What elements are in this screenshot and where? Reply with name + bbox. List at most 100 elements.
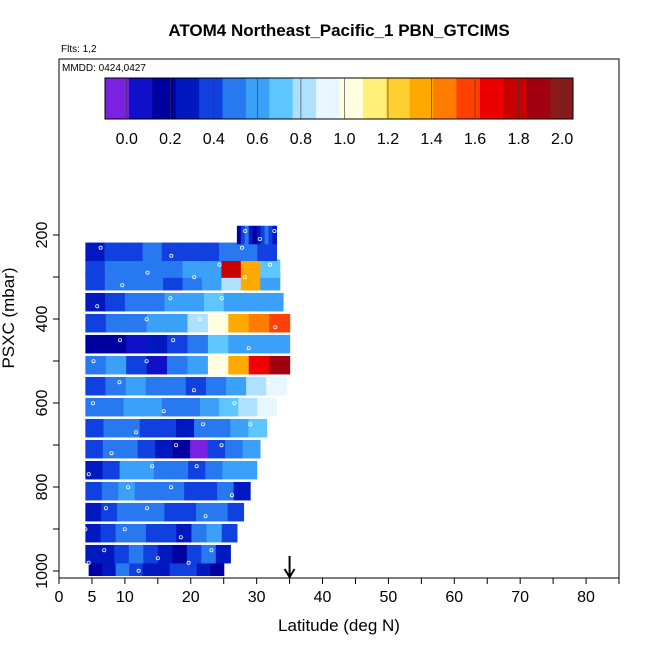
heatmap-cell xyxy=(227,502,245,522)
heatmap-cell xyxy=(185,376,207,396)
heatmap-cell xyxy=(246,376,267,396)
dates-note: MMDD: 0424,0427 xyxy=(62,63,146,74)
heatmap-cell xyxy=(257,242,278,262)
heatmap-cell xyxy=(176,523,193,543)
heatmap-cell xyxy=(248,313,270,333)
sample-marker xyxy=(266,380,271,385)
heatmap-cell xyxy=(260,225,266,245)
heatmap-cell xyxy=(167,313,189,333)
x-axis: 0 5 10 20 30 40 50 60 70 80 xyxy=(55,577,620,606)
heatmap-cell xyxy=(244,225,250,245)
sample-marker xyxy=(109,451,114,456)
sample-marker xyxy=(242,275,247,280)
heatmap-cell xyxy=(144,292,166,312)
sample-marker xyxy=(145,506,150,511)
y-tick-label: 200 xyxy=(34,222,51,249)
heatmap-cell xyxy=(164,502,181,522)
colorbar-tick-label: 1.0 xyxy=(333,131,355,148)
colorbar-tick-label: 0.8 xyxy=(290,131,312,148)
heatmap-cell xyxy=(104,242,125,262)
sample-marker xyxy=(144,317,149,322)
heatmap-cell xyxy=(219,242,239,262)
heatmap-cell xyxy=(137,439,156,459)
colorbar-tick-label: 0.6 xyxy=(246,131,268,148)
y-tick-label: 400 xyxy=(34,306,51,333)
sample-marker xyxy=(144,359,149,364)
heatmap-cell xyxy=(85,334,107,354)
colorbar-swatch xyxy=(432,78,457,119)
sample-marker xyxy=(136,568,141,573)
heatmap-cell xyxy=(153,460,172,480)
heatmap-cell xyxy=(134,481,152,501)
heatmap-cell xyxy=(167,334,189,354)
heatmap-cell xyxy=(199,242,220,262)
heatmap-cell xyxy=(188,460,206,480)
heatmap-cell xyxy=(252,225,258,245)
heatmap-cell xyxy=(248,225,254,245)
heatmap-cell xyxy=(105,355,127,375)
colorbar-swatch xyxy=(385,78,410,119)
heatmap-cell xyxy=(128,544,144,564)
heatmap-cell xyxy=(187,334,209,354)
heatmap-cell xyxy=(85,313,107,333)
heatmap-cell xyxy=(125,376,147,396)
heatmap-cell xyxy=(205,460,223,480)
y-tick-label: 800 xyxy=(34,474,51,501)
sample-marker xyxy=(186,560,191,565)
heatmap-cell xyxy=(191,523,208,543)
sample-marker xyxy=(197,317,202,322)
heatmap-cell xyxy=(180,502,197,522)
heatmap-cell xyxy=(201,544,217,564)
heatmap-cell xyxy=(180,242,201,262)
heatmap-cell xyxy=(123,242,144,262)
y-axis-label: PSXC (mbar) xyxy=(0,267,18,368)
colorbar-swatch xyxy=(362,78,387,119)
heatmap-cell xyxy=(211,502,229,522)
colorbar-tick-label: 1.4 xyxy=(420,131,442,148)
heatmap-cell xyxy=(272,225,278,245)
heatmap-cell xyxy=(257,397,278,417)
sample-marker xyxy=(273,325,278,330)
heatmap-cell xyxy=(157,418,177,438)
colorbar-swatch xyxy=(502,78,527,119)
heatmap-cell xyxy=(165,376,187,396)
colorbar-swatch xyxy=(268,78,293,119)
heatmap-cell xyxy=(85,502,102,522)
heatmap-cell xyxy=(225,439,244,459)
heatmap-cell xyxy=(155,439,174,459)
heatmap-cell xyxy=(124,259,145,278)
sample-marker xyxy=(201,422,206,427)
heatmap-cell xyxy=(243,292,264,312)
y-tick-label: 600 xyxy=(34,390,51,417)
colorbar-swatch xyxy=(151,78,176,119)
heatmap-cell xyxy=(119,460,138,480)
heatmap-cell xyxy=(145,376,167,396)
heatmap-cell xyxy=(238,242,258,262)
heatmap-cell xyxy=(161,523,177,543)
heatmap-cell xyxy=(207,439,226,459)
sample-marker xyxy=(90,401,95,406)
sample-marker xyxy=(155,556,160,561)
heatmap-cell xyxy=(85,242,106,262)
heatmap-cell xyxy=(114,544,130,564)
heatmap-cell xyxy=(102,460,121,480)
colorbar-swatch xyxy=(409,78,434,119)
sample-marker xyxy=(194,464,199,469)
heatmap-cell xyxy=(207,334,229,354)
heatmap-cell xyxy=(268,225,274,245)
heatmap-cell xyxy=(85,355,107,375)
colorbar-swatch xyxy=(198,78,223,119)
colorbar-frame xyxy=(104,77,574,120)
heatmap-cell xyxy=(151,481,169,501)
heatmap-cell xyxy=(120,439,139,459)
heatmap-cell xyxy=(102,439,121,459)
heatmap-cells xyxy=(85,225,291,577)
heatmap-cell xyxy=(182,259,203,278)
heatmap-cell xyxy=(228,334,250,354)
colorbar xyxy=(104,77,574,120)
heatmap-cell xyxy=(115,523,132,543)
heatmap-cell xyxy=(142,242,163,262)
heatmap-cell xyxy=(103,418,123,438)
sample-marker xyxy=(95,304,100,309)
